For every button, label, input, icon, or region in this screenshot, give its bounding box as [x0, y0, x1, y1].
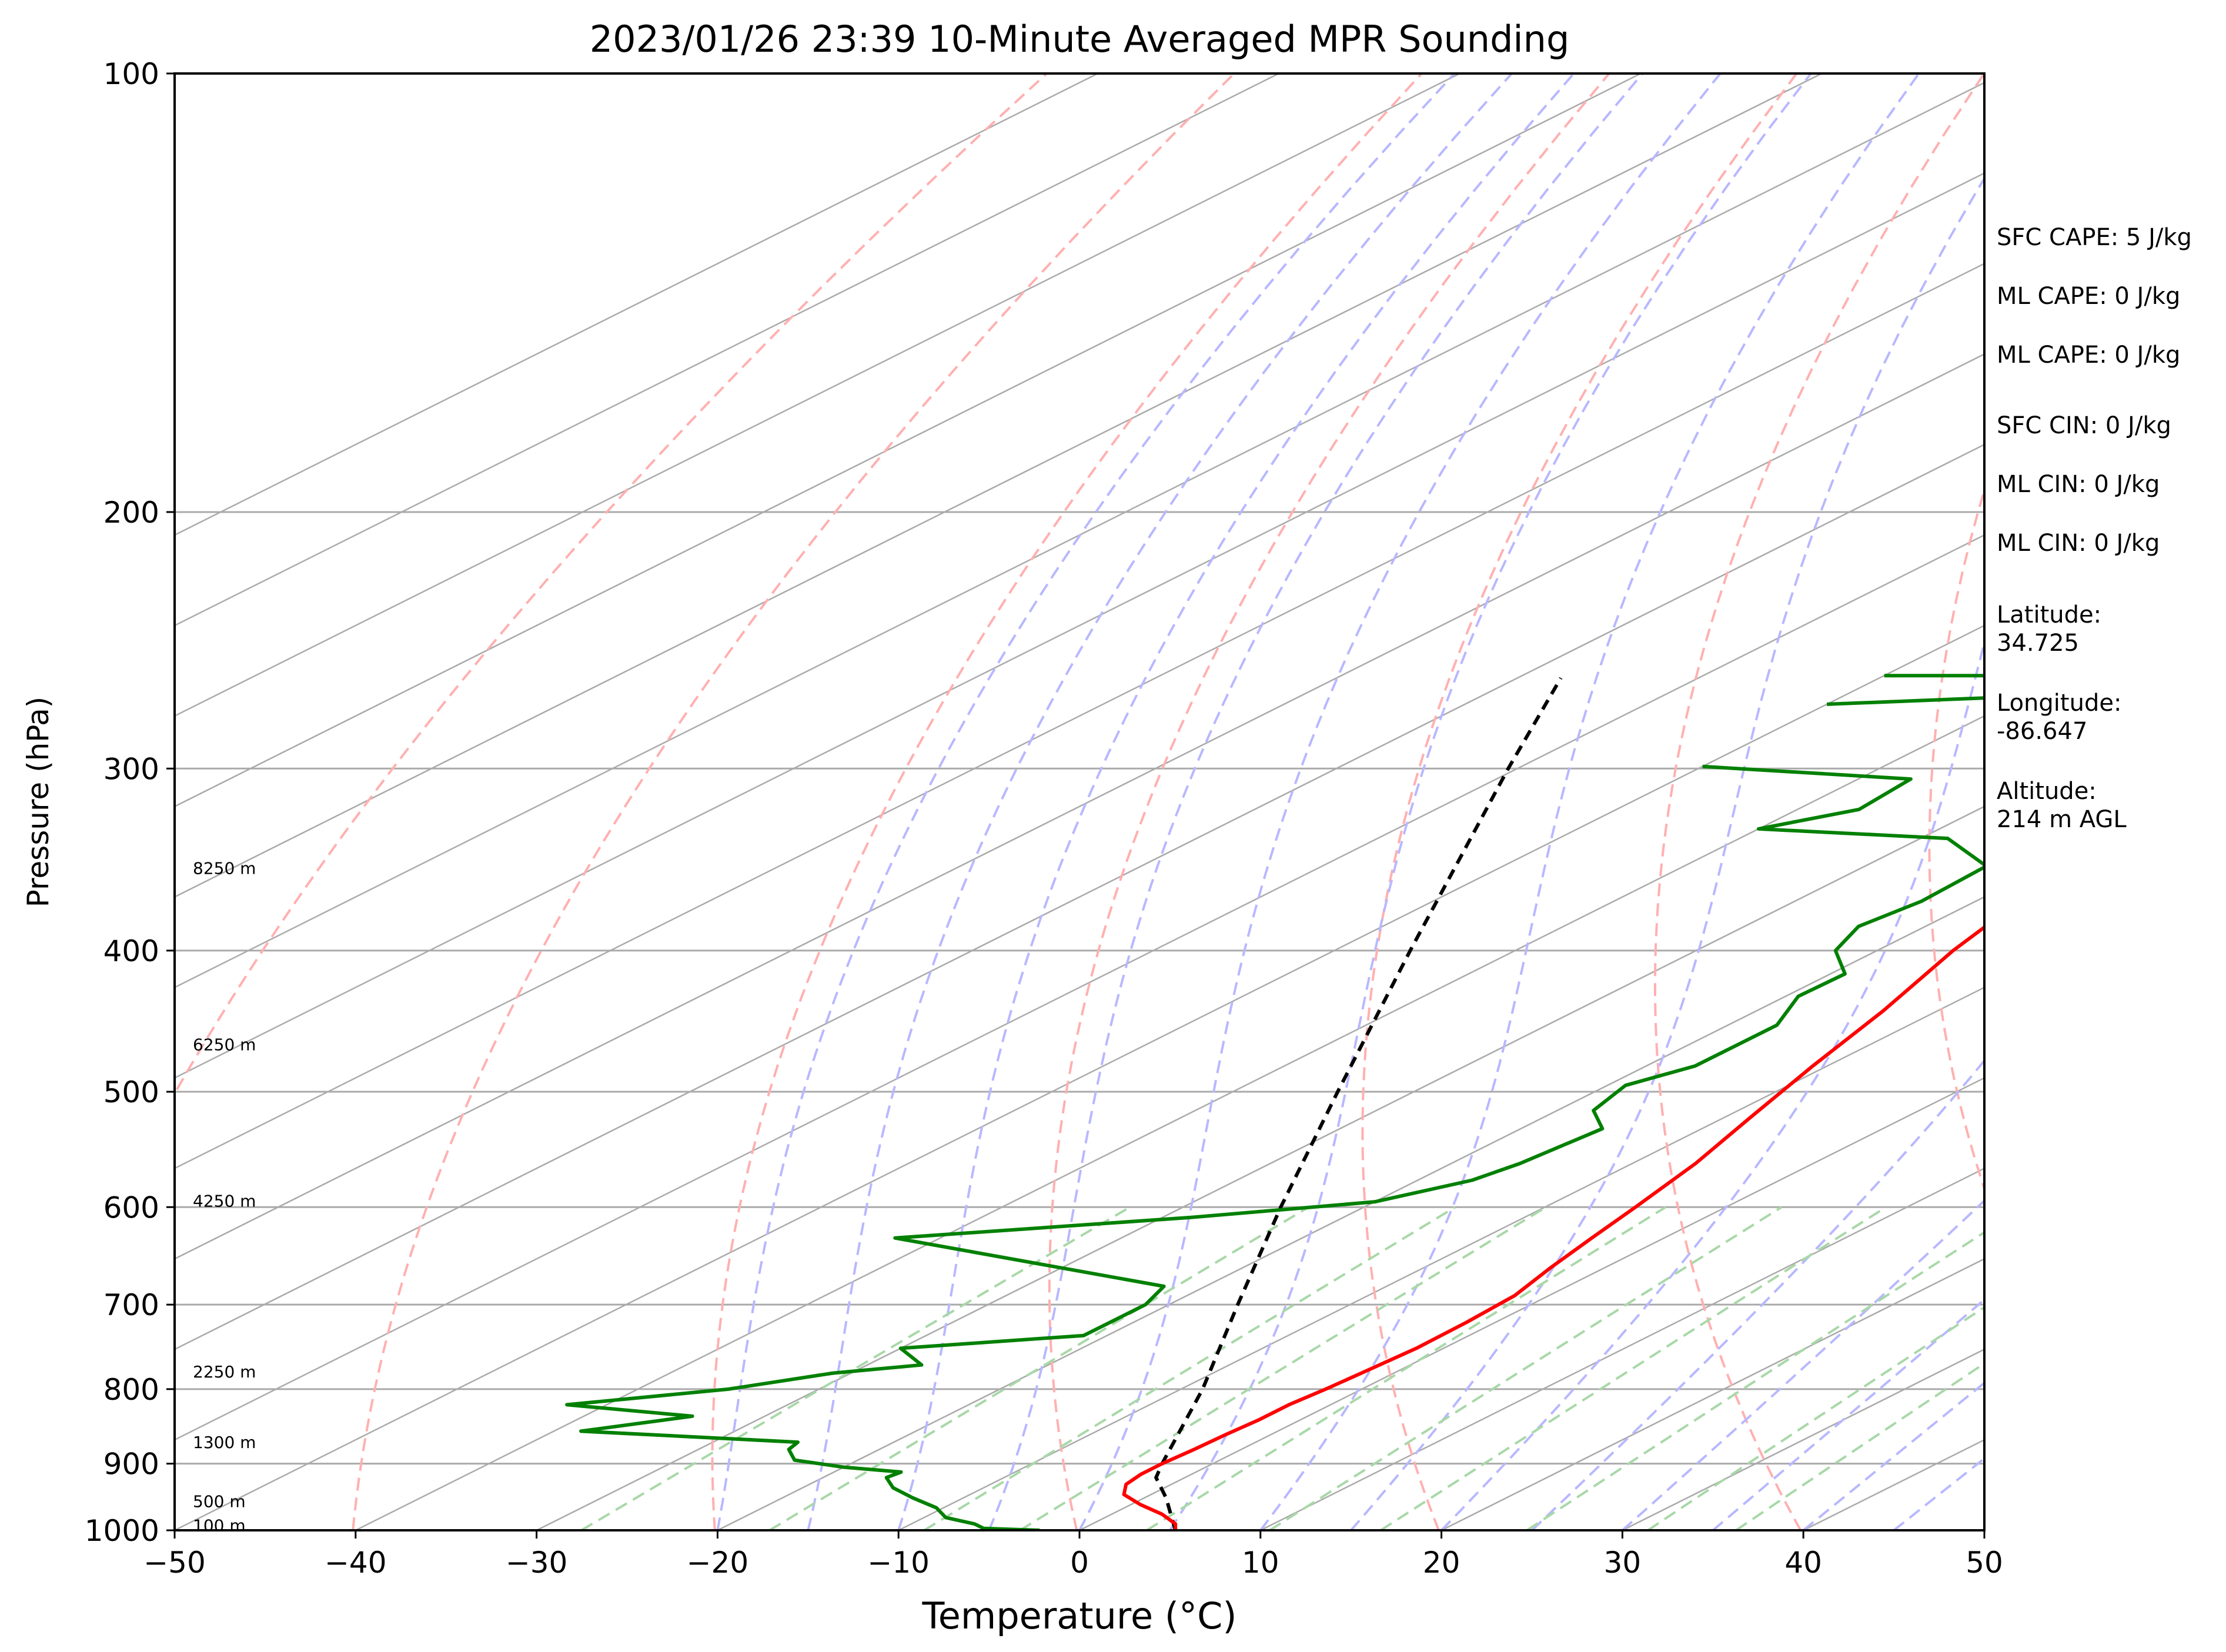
mixing-ratio-line	[1380, 1206, 1887, 1530]
mixing-ratio-line	[1526, 1230, 1984, 1530]
height-label: 6250 m	[193, 1035, 256, 1055]
grid-lines	[175, 73, 2226, 1530]
info-text: ML CIN: 0 J/kg	[1997, 471, 2160, 498]
sounding-profiles	[565, 674, 1984, 1530]
x-tick-label: −40	[325, 1546, 387, 1580]
y-tick-label: 100	[103, 57, 159, 91]
x-tick-label: 50	[1966, 1546, 2003, 1580]
isotherm-line	[898, 986, 1984, 1530]
dry-adiabat-line	[1361, 73, 1798, 1530]
temperature-line	[1122, 925, 1984, 1530]
isotherm-line	[175, 73, 1279, 627]
height-label: 4250 m	[193, 1191, 256, 1210]
y-axis-label: Pressure (hPa)	[21, 697, 55, 908]
info-text: Latitude:	[1997, 601, 2101, 628]
moist-adiabat-line	[1259, 73, 1920, 1530]
moist-adiabat-line	[1169, 73, 1812, 1530]
info-text: -86.647	[1997, 718, 2087, 745]
dewpoint-upper-line	[1827, 674, 1984, 706]
axes: −50 −40 −30 −20 −10 0 10 20 30 40 50 100 200 300 400 50…	[85, 57, 2003, 1580]
y-tick-label: 1000	[85, 1514, 159, 1548]
dry-adiabat-line	[2188, 73, 2226, 1530]
info-text: 34.725	[1997, 630, 2079, 657]
chart-title: 2023/01/26 23:39 10-Minute Averaged MPR …	[590, 18, 1570, 61]
isotherm-line	[175, 263, 1984, 1169]
isotherm-line	[175, 353, 1984, 1260]
moist-adiabat-line	[1078, 73, 1722, 1530]
dry-adiabat-line	[352, 73, 1235, 1530]
isotherm-line	[1260, 1168, 1984, 1530]
y-tick-label: 800	[103, 1373, 159, 1407]
info-text: ML CAPE: 0 J/kg	[1997, 342, 2180, 369]
height-label: 500 m	[193, 1492, 246, 1511]
x-tick-label: 10	[1242, 1546, 1279, 1580]
mixing-ratio-line	[768, 1206, 1309, 1530]
isotherm-line	[175, 82, 1984, 988]
info-text: SFC CIN: 0 J/kg	[1997, 412, 2171, 439]
dry-adiabat-line	[1653, 73, 1984, 1530]
info-text: SFC CAPE: 5 J/kg	[1997, 224, 2192, 251]
y-tick-label: 900	[103, 1447, 159, 1482]
mixing-ratio-line	[580, 1206, 1131, 1530]
y-tick-label: 200	[103, 496, 159, 530]
info-text: ML CAPE: 0 J/kg	[1997, 283, 2180, 310]
y-tick-label: 600	[103, 1190, 159, 1225]
isotherm-line	[175, 73, 1822, 898]
dewpoint-line	[565, 764, 1984, 1530]
isotherm-line	[175, 172, 1984, 1079]
parcel-profile-line	[1154, 677, 1563, 1530]
isotherm-line	[355, 715, 1984, 1530]
moist-adiabat-line	[1350, 176, 1984, 1530]
isotherm-line	[175, 443, 1984, 1350]
isotherm-line	[175, 73, 1642, 808]
x-tick-label: −30	[506, 1546, 568, 1580]
dry-adiabat-line	[711, 73, 1423, 1530]
height-label: 1300 m	[193, 1433, 256, 1452]
y-tick-label: 400	[103, 934, 159, 968]
y-tick-label: 300	[103, 752, 159, 786]
isotherm-line	[1079, 1077, 1984, 1530]
isotherm-line	[175, 534, 1984, 1441]
x-tick-label: 0	[1070, 1546, 1089, 1580]
info-text: ML CIN: 0 J/kg	[1997, 530, 2160, 557]
mixing-ratio-line	[1647, 1306, 1984, 1530]
info-text: Altitude:	[1997, 778, 2097, 805]
height-label: 8250 m	[193, 858, 256, 878]
mixing-ratio-line	[1269, 1206, 1783, 1530]
info-text: 214 m AGL	[1997, 806, 2127, 833]
isotherm-line	[175, 73, 1460, 717]
moist-adiabat-line	[988, 73, 1644, 1530]
dry-adiabat-line	[1928, 486, 1984, 1192]
isotherm-line	[536, 805, 1984, 1530]
moist-adiabat-line	[716, 73, 1456, 1530]
isotherm-line	[1441, 1258, 1984, 1530]
mixing-ratio-line	[923, 1206, 1456, 1530]
isotherm-line	[717, 896, 1984, 1530]
y-tick-label: 700	[103, 1288, 159, 1322]
y-tick-label: 500	[103, 1075, 159, 1109]
x-axis-label: Temperature (°C)	[921, 1594, 1236, 1637]
height-labels: 100 m 500 m 1300 m 2250 m 4250 m 6250 m 8250 m	[193, 858, 256, 1535]
moist-adiabat-line	[897, 73, 1575, 1530]
x-tick-label: 40	[1784, 1546, 1822, 1580]
info-panel: SFC CAPE: 5 J/kg ML CAPE: 0 J/kg ML CAPE: …	[1997, 224, 2192, 833]
x-tick-label: −10	[867, 1546, 930, 1580]
moist-adiabat-line	[1802, 1381, 1984, 1530]
x-tick-label: 20	[1423, 1546, 1460, 1580]
mixing-ratio-line	[1146, 1206, 1667, 1530]
plot-frame	[173, 72, 1986, 1531]
height-label: 2250 m	[193, 1362, 256, 1382]
moist-adiabat-line	[1531, 1058, 1984, 1530]
info-text: Longitude:	[1997, 690, 2121, 717]
x-tick-label: −50	[143, 1546, 206, 1580]
dry-adiabat-line	[1048, 73, 1610, 1530]
x-tick-label: −20	[687, 1546, 749, 1580]
x-tick-label: 30	[1604, 1546, 1642, 1580]
isotherm-line	[175, 624, 1984, 1530]
mixing-ratio-line	[1019, 1206, 1547, 1530]
moist-adiabat-line	[807, 73, 1513, 1530]
isotherm-line	[175, 73, 1098, 536]
height-label: 100 m	[193, 1516, 246, 1535]
